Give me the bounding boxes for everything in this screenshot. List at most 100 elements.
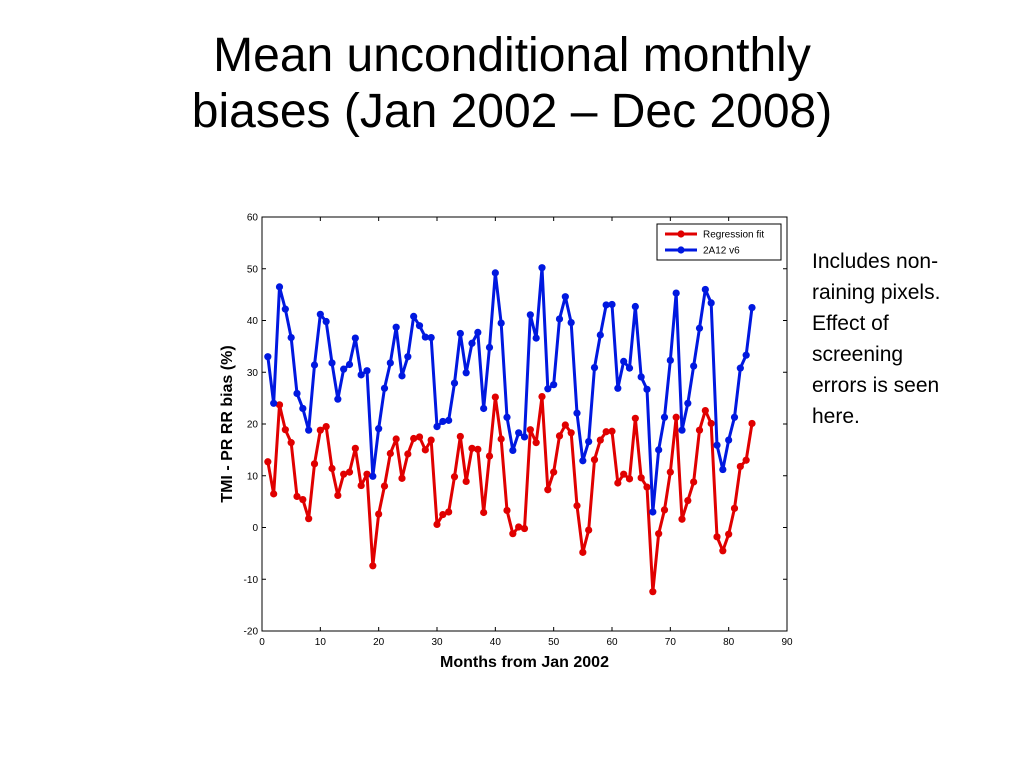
data-point bbox=[485, 452, 494, 460]
y-tick-label: 60 bbox=[247, 213, 259, 224]
x-tick-label: 70 bbox=[665, 637, 677, 648]
data-point bbox=[690, 362, 698, 370]
data-point bbox=[509, 446, 517, 454]
data-point bbox=[445, 508, 453, 516]
data-point bbox=[415, 433, 424, 441]
data-point bbox=[439, 510, 447, 519]
data-point bbox=[538, 264, 546, 272]
data-point bbox=[509, 530, 517, 538]
data-point bbox=[299, 495, 307, 504]
data-point bbox=[415, 322, 424, 330]
data-point bbox=[281, 426, 289, 434]
data-point bbox=[538, 392, 546, 401]
data-point bbox=[310, 460, 319, 468]
legend: Regression fit 2A12 v6 bbox=[656, 223, 782, 261]
y-tick-label: 30 bbox=[247, 368, 259, 379]
data-point bbox=[264, 353, 272, 361]
data-point bbox=[620, 470, 628, 478]
data-point bbox=[410, 434, 418, 443]
x-tick-label: 60 bbox=[606, 637, 618, 648]
data-point bbox=[573, 502, 581, 510]
data-point bbox=[672, 413, 680, 421]
data-point bbox=[631, 414, 639, 422]
data-point bbox=[293, 389, 301, 398]
x-axis-label: Months from Jan 2002 bbox=[440, 654, 609, 671]
data-point bbox=[701, 406, 709, 415]
data-point bbox=[602, 301, 610, 309]
data-point bbox=[520, 433, 529, 441]
data-point bbox=[468, 339, 476, 347]
data-point bbox=[515, 523, 523, 531]
legend-swatch-marker bbox=[677, 246, 685, 254]
data-point bbox=[713, 533, 721, 541]
data-point bbox=[491, 393, 499, 401]
data-point bbox=[410, 312, 418, 320]
data-point bbox=[742, 351, 750, 359]
data-point bbox=[515, 429, 523, 437]
data-point bbox=[369, 472, 377, 480]
data-point bbox=[421, 333, 429, 341]
data-point bbox=[293, 492, 301, 501]
data-point bbox=[340, 470, 348, 478]
x-tick-label: 90 bbox=[781, 637, 793, 648]
data-point bbox=[684, 399, 692, 407]
data-point bbox=[345, 360, 354, 369]
data-point bbox=[643, 483, 651, 491]
data-point bbox=[450, 379, 459, 387]
data-point bbox=[264, 458, 272, 466]
data-point bbox=[497, 319, 505, 327]
side-note: Includes non- raining pixels. Effect of … bbox=[812, 250, 941, 428]
data-point bbox=[707, 299, 715, 307]
data-point bbox=[544, 486, 552, 494]
data-point bbox=[672, 289, 680, 297]
data-point bbox=[281, 305, 289, 313]
data-point bbox=[357, 481, 365, 490]
data-point bbox=[421, 446, 429, 454]
data-point bbox=[316, 310, 324, 318]
y-tick-label: 50 bbox=[247, 264, 259, 275]
data-point bbox=[590, 456, 599, 464]
data-point bbox=[602, 428, 610, 436]
data-point bbox=[445, 416, 453, 424]
data-point bbox=[334, 395, 342, 403]
data-point bbox=[433, 520, 441, 528]
data-point bbox=[322, 317, 330, 326]
data-point bbox=[555, 315, 564, 323]
data-point bbox=[526, 311, 534, 319]
data-point bbox=[736, 462, 744, 471]
y-tick-label: 40 bbox=[247, 316, 259, 327]
data-point bbox=[608, 300, 616, 309]
data-point bbox=[503, 506, 511, 515]
x-tick-label: 50 bbox=[548, 637, 560, 648]
legend-label: 2A12 v6 bbox=[703, 246, 740, 257]
data-point bbox=[655, 530, 663, 538]
data-point bbox=[655, 446, 663, 454]
x-tick-label: 20 bbox=[373, 637, 385, 648]
data-point bbox=[585, 526, 593, 534]
data-point bbox=[649, 508, 657, 516]
data-point bbox=[666, 356, 674, 364]
data-point bbox=[322, 422, 330, 431]
data-point bbox=[375, 425, 383, 433]
data-point bbox=[433, 422, 441, 431]
data-point bbox=[386, 449, 394, 458]
x-tick-label: 30 bbox=[431, 637, 443, 648]
legend-label: Regression fit bbox=[703, 230, 764, 241]
data-point bbox=[299, 404, 307, 413]
data-point bbox=[439, 417, 447, 426]
data-point bbox=[637, 373, 645, 381]
x-tick-label: 40 bbox=[490, 637, 502, 648]
data-point bbox=[497, 435, 505, 443]
data-point bbox=[526, 426, 534, 434]
x-tick-label: 10 bbox=[315, 637, 327, 648]
data-point bbox=[555, 432, 564, 440]
data-point bbox=[392, 435, 400, 443]
data-point bbox=[427, 333, 435, 342]
data-point bbox=[713, 441, 721, 449]
data-point bbox=[520, 524, 529, 533]
data-point bbox=[730, 504, 739, 512]
data-point bbox=[532, 334, 540, 342]
data-point bbox=[660, 506, 669, 514]
data-point bbox=[579, 457, 587, 465]
data-point bbox=[614, 479, 622, 487]
